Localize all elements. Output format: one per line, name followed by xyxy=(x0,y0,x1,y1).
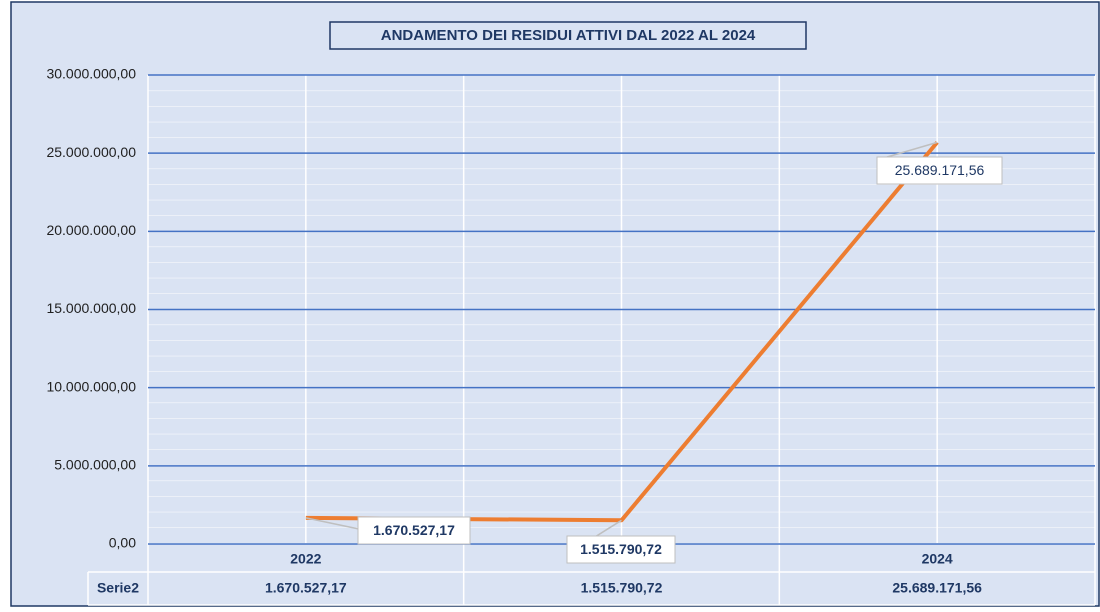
title-box xyxy=(329,21,807,50)
y-tick-label: 25.000.000,00 xyxy=(46,144,136,160)
table-value: 1.670.527,17 xyxy=(265,580,347,596)
y-tick-label: 0,00 xyxy=(109,535,136,551)
data-table xyxy=(87,571,1095,606)
data-label: 25.689.171,56 xyxy=(895,162,985,178)
x-tick-label: 2024 xyxy=(922,551,953,567)
data-label: 1.670.527,17 xyxy=(373,522,455,538)
data-label-box xyxy=(566,535,676,564)
y-tick-label: 30.000.000,00 xyxy=(46,66,136,82)
legend-label: Serie2 xyxy=(97,580,139,596)
label-leader xyxy=(305,517,367,532)
data-label-box xyxy=(357,516,471,545)
chart-title: ANDAMENTO DEI RESIDUI ATTIVI DAL 2022 AL… xyxy=(381,27,756,44)
label-leader xyxy=(886,141,938,158)
data-label: 1.515.790,72 xyxy=(580,541,662,557)
table-value: 1.515.790,72 xyxy=(581,580,663,596)
table-value: 25.689.171,56 xyxy=(892,580,982,596)
y-tick-label: 15.000.000,00 xyxy=(46,300,136,316)
x-tick-label: 2022 xyxy=(290,551,321,567)
y-tick-label: 10.000.000,00 xyxy=(46,378,136,394)
y-tick-label: 20.000.000,00 xyxy=(46,222,136,238)
y-tick-label: 5.000.000,00 xyxy=(54,457,136,473)
data-label-box xyxy=(876,156,1003,185)
